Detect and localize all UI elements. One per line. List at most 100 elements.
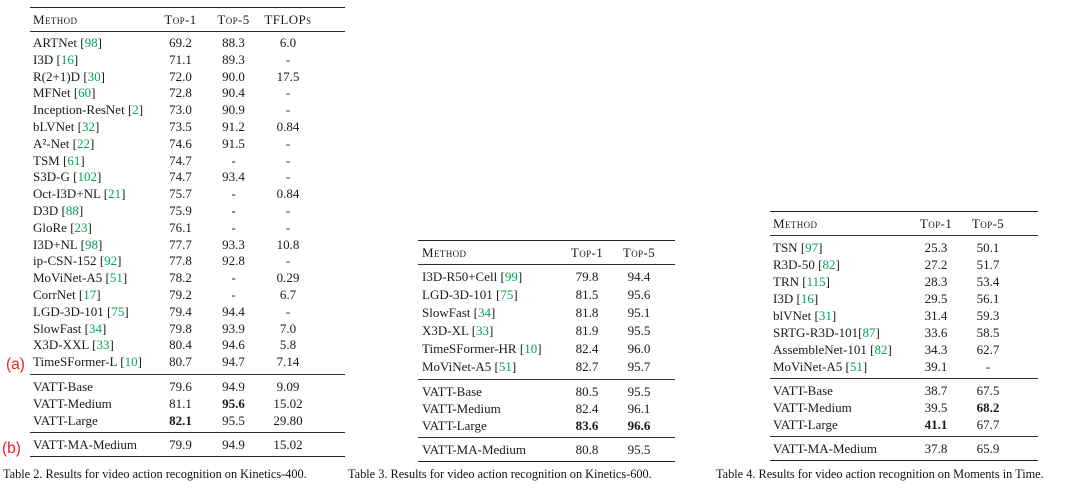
value-cell: 80.7: [169, 354, 192, 370]
table-row: TimeSFormer-HR [10] 82.4 96.0: [418, 340, 675, 358]
citation-link[interactable]: [97]: [800, 240, 823, 255]
citation-link[interactable]: [75]: [107, 303, 129, 319]
citation-link[interactable]: [51]: [845, 359, 868, 374]
citation-link[interactable]: [75]: [496, 287, 518, 302]
citation-link[interactable]: [16]: [56, 51, 79, 67]
method-cell: VATT-Medium: [422, 401, 501, 416]
citation-number: 98: [84, 35, 98, 50]
value-cell: 78.2: [169, 270, 192, 286]
citation-link[interactable]: [33]: [92, 337, 114, 353]
value-cell: 96.0: [627, 341, 651, 356]
value-cell: 0.84: [276, 118, 300, 134]
citation-link[interactable]: [17]: [78, 286, 101, 302]
citation-link[interactable]: [30]: [83, 68, 105, 84]
value-cell: 38.7: [924, 383, 948, 398]
value-cell: -: [231, 186, 236, 202]
citation-number: 51: [498, 359, 512, 374]
citation-link[interactable]: [99]: [500, 269, 523, 284]
citation-link[interactable]: [115]: [802, 274, 830, 289]
citation-link[interactable]: [34]: [473, 305, 496, 320]
citation-link[interactable]: [21]: [103, 186, 126, 202]
value-cell: -: [285, 135, 291, 151]
method-cell: I3D-R50+Cell [99]: [422, 269, 523, 284]
citation-link[interactable]: [34]: [84, 320, 107, 336]
table-row: VATT-Base 38.7 67.5: [770, 382, 1038, 399]
table-row: VATT-Base 79.6 94.9 9.09: [30, 378, 345, 395]
value-cell: 93.4: [222, 169, 245, 185]
citation-number: 16: [60, 51, 74, 67]
citation-link[interactable]: [92]: [99, 253, 122, 269]
table-row: I3D-R50+Cell [99] 79.8 94.4: [418, 268, 675, 286]
citation-link[interactable]: [87]: [858, 325, 880, 340]
citation-link[interactable]: [23]: [70, 219, 92, 235]
method-cell: Inception-ResNet [2]: [33, 102, 144, 118]
citation-link[interactable]: [16]: [796, 291, 819, 306]
value-cell: 0.84: [276, 186, 300, 202]
table-row: SlowFast [34] 81.8 95.1: [418, 304, 675, 322]
citation-link[interactable]: [82]: [818, 257, 840, 272]
value-cell: 81.1: [169, 395, 192, 411]
value-cell: 27.2: [924, 257, 948, 272]
citation-number: 34: [89, 320, 102, 336]
method-cell: TimeSFormer-HR [10]: [422, 341, 542, 356]
citation-link[interactable]: [51]: [105, 270, 128, 286]
method-cell: VATT-Medium: [773, 400, 852, 415]
value-cell: 82.7: [575, 359, 599, 374]
citation-number: 16: [800, 291, 814, 306]
citation-link[interactable]: [82]: [870, 342, 892, 357]
value-cell: 80.4: [169, 337, 192, 353]
citation-link[interactable]: [98]: [80, 236, 103, 252]
citation-link[interactable]: [98]: [80, 35, 102, 50]
method-cell: R3D-50 [82]: [773, 257, 840, 272]
citation-link[interactable]: [88]: [61, 202, 84, 218]
table-row: MoViNet-A5 [51] 78.2 - 0.29: [30, 270, 345, 287]
table-row: Inception-ResNet [2] 73.0 90.9 -: [30, 102, 345, 119]
table-row: VATT-Large 83.6 96.6: [418, 417, 675, 434]
value-cell: 67.7: [976, 417, 1000, 432]
value-cell: 94.6: [222, 337, 245, 353]
value-cell: -: [285, 253, 291, 269]
citation-link[interactable]: [51]: [494, 359, 517, 374]
citation-link[interactable]: [10]: [120, 354, 142, 370]
table-row: TimeSFormer-L [10] 80.7 94.7 7.14: [30, 354, 345, 371]
table-rule: [770, 378, 1038, 379]
value-cell: 50.1: [976, 240, 1000, 255]
citation-link[interactable]: [33]: [471, 323, 494, 338]
value-cell: 53.4: [976, 274, 1000, 289]
value-cell: 59.3: [976, 308, 1000, 323]
citation-link[interactable]: [22]: [72, 135, 95, 151]
table-row: CorrNet [17] 79.2 - 6.7: [30, 287, 345, 304]
citation-link[interactable]: [60]: [73, 85, 96, 101]
value-cell: 81.9: [575, 323, 599, 338]
citation-link[interactable]: [102]: [73, 169, 102, 185]
citation-link[interactable]: [31]: [814, 308, 837, 323]
table-row: MoViNet-A5 [51] 39.1 -: [770, 358, 1038, 375]
value-cell: -: [231, 286, 236, 302]
method-cell: VATT-Large: [773, 417, 838, 432]
method-cell: TimeSFormer-L [10]: [33, 354, 142, 370]
table-row: LGD-3D-101 [75] 81.5 95.6: [418, 286, 675, 304]
method-cell: TSM [61]: [33, 152, 85, 168]
value-cell: 94.7: [222, 354, 245, 370]
table-rule: [418, 264, 675, 265]
value-cell: 95.5: [627, 323, 651, 338]
value-cell: 72.0: [169, 68, 192, 84]
citation-link[interactable]: [2]: [127, 102, 144, 118]
table-row: Oct-I3D+NL [21] 75.7 - 0.84: [30, 186, 345, 203]
value-cell: -: [285, 102, 291, 118]
method-cell: AssembleNet-101 [82]: [773, 342, 892, 357]
column-header: TFLOPs: [264, 12, 312, 27]
value-cell: 96.6: [627, 418, 651, 433]
value-cell: 67.5: [976, 383, 1000, 398]
value-cell: 75.9: [169, 202, 192, 218]
citation-link[interactable]: [61]: [62, 152, 85, 168]
value-cell: 29.5: [924, 291, 948, 306]
citation-number: 17: [83, 286, 97, 302]
value-cell: 6.7: [279, 286, 297, 302]
citation-link[interactable]: [32]: [77, 118, 100, 134]
value-cell: -: [285, 303, 291, 319]
table-rule: [418, 379, 675, 380]
method-cell: VATT-Base: [422, 384, 482, 399]
citation-link[interactable]: [10]: [519, 341, 542, 356]
method-cell: ip-CSN-152 [92]: [33, 253, 122, 269]
